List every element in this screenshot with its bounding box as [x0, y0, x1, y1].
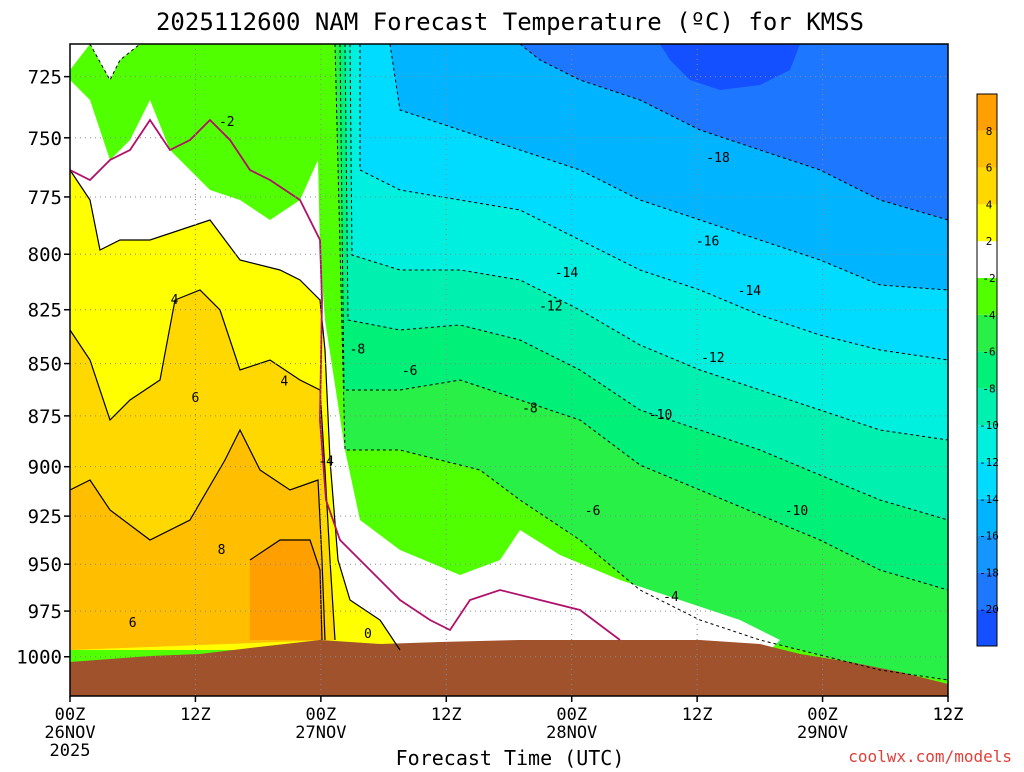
y-tick-label: 775 [28, 187, 62, 209]
x-tick-label-end: 12Z [933, 705, 964, 725]
contour-label: 0 [364, 627, 372, 642]
colorbar-label: -6 [982, 346, 995, 359]
y-tick-label: 850 [28, 354, 62, 376]
chart-title: 2025112600 NAM Forecast Temperature (ºC)… [156, 8, 864, 36]
x-tick-label: 00Z [556, 705, 587, 725]
y-tick-label: 875 [28, 406, 62, 428]
colorbar-label: -8 [982, 382, 995, 395]
colorbar-label: -16 [979, 530, 999, 543]
x-tick-label: 12Z [431, 705, 462, 725]
contour-label: 8 [218, 543, 226, 558]
x-tick-label: 00Z [55, 705, 86, 725]
colorbar-swatch [977, 535, 997, 573]
negative-contours [89, 44, 948, 681]
contour-label: -18 [706, 151, 729, 166]
colorbar-swatch [977, 498, 997, 536]
contour-label: -6 [402, 364, 418, 379]
contour-label: -14 [738, 284, 762, 299]
x-date-label: 28NOV [546, 723, 597, 743]
contour-label: -10 [785, 504, 808, 519]
colorbar-swatch [977, 241, 997, 278]
x-tick-label: 12Z [180, 705, 211, 725]
colorbar-swatch [977, 388, 997, 426]
colorbar-swatch [977, 572, 997, 610]
contour-labels: -2 4 6 4 8 6 -4 -8 -6 -8 -12 -14 -10 -6 -4 0 -18 -16 -12 -1… [129, 115, 808, 642]
contour-label: 6 [129, 616, 137, 631]
contour-label: -4 [663, 590, 679, 605]
y-tick-label: 750 [28, 128, 62, 150]
x-tick-label: 00Z [305, 705, 336, 725]
contour-label: -10 [649, 408, 672, 423]
y-tick-label: 825 [28, 300, 62, 322]
colorbar-swatch [977, 314, 997, 352]
contour-label: 4 [280, 374, 288, 389]
x-tick-label: 00Z [807, 705, 838, 725]
colorbar-label: -12 [979, 456, 999, 469]
colorbar-frame [976, 93, 998, 647]
colorbar-legend: -20 -18 -16 -14 -12 -10 -8 -6 -4 -2 2 4 6 8 [976, 93, 999, 647]
colorbar-swatch [977, 278, 997, 315]
colorbar-swatch [977, 425, 997, 462]
colorbar-label: -10 [979, 419, 999, 432]
colorbar-label: 2 [986, 235, 993, 248]
freezing-line-contour [70, 118, 621, 641]
contour-label: 4 [171, 293, 179, 308]
contour-label: -8 [350, 343, 366, 358]
colorbar-swatch [977, 130, 997, 168]
x-tick-label: 12Z [682, 705, 713, 725]
y-tick-label: 900 [28, 457, 62, 479]
colorbar-label: -14 [979, 493, 999, 506]
colorbar-label: -2 [982, 272, 995, 285]
x-axis-label: Forecast Time (UTC) [396, 746, 625, 768]
contour-label: -6 [585, 504, 601, 519]
colorbar-label: 6 [986, 162, 993, 175]
colorbar-swatch [977, 351, 997, 389]
contour-label: -4 [318, 455, 334, 470]
colorbar-swatch [977, 609, 997, 646]
contour-label: -16 [696, 235, 719, 250]
colorbar-label: 4 [986, 198, 993, 211]
y-tick-label: 950 [28, 554, 62, 576]
y-tick-label: 800 [28, 244, 62, 266]
pressure-axis: 725 750 775 800 825 850 875 900 925 950 975 1000 [16, 67, 70, 669]
colorbar-label: -18 [979, 566, 999, 579]
credit-text: coolwx.com/models [848, 747, 1012, 766]
x-tick-label: 12Z [933, 705, 964, 725]
contour-label: -12 [701, 351, 724, 366]
y-tick-label: 1000 [16, 647, 62, 669]
y-tick-label: 725 [28, 67, 62, 89]
contour-label: -8 [522, 402, 538, 417]
temperature-field [70, 44, 948, 696]
contour-label: -14 [555, 266, 579, 281]
colorbar-label: 8 [986, 125, 993, 138]
colorbar-swatch [977, 462, 997, 499]
colorbar-label: -4 [982, 309, 996, 322]
colorbar-swatch [977, 167, 997, 205]
plot-frame [69, 43, 949, 697]
x-date-label: 29NOV [797, 723, 848, 743]
contour-label: -12 [539, 299, 562, 314]
x-year-label: 2025 [50, 741, 91, 761]
contour-label: -2 [219, 115, 235, 130]
colorbar-label: -20 [979, 603, 999, 616]
y-tick-label: 925 [28, 506, 62, 528]
x-date-label: 27NOV [295, 723, 346, 743]
colorbar-swatch [977, 94, 997, 131]
contour-label: 6 [192, 391, 200, 406]
colorbar-swatch [977, 204, 997, 242]
x-date-label: 26NOV [44, 723, 95, 743]
y-tick-label: 975 [28, 601, 62, 623]
